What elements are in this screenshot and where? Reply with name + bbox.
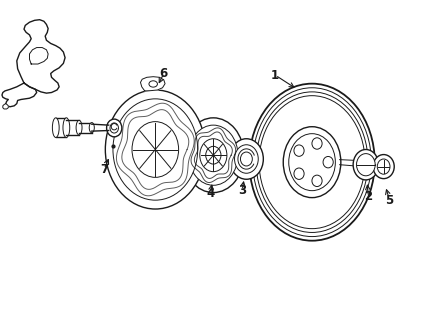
Ellipse shape [241, 152, 252, 166]
Ellipse shape [113, 99, 198, 200]
Ellipse shape [189, 125, 238, 185]
Circle shape [149, 81, 157, 87]
Text: 2: 2 [364, 190, 372, 204]
Polygon shape [79, 123, 92, 133]
Ellipse shape [89, 123, 94, 133]
Ellipse shape [377, 159, 390, 174]
Polygon shape [29, 48, 48, 64]
Polygon shape [56, 118, 66, 137]
Ellipse shape [259, 96, 365, 229]
Polygon shape [2, 83, 37, 107]
Polygon shape [141, 77, 165, 91]
Ellipse shape [110, 123, 119, 133]
Ellipse shape [235, 145, 258, 173]
Ellipse shape [105, 90, 205, 209]
Ellipse shape [183, 118, 244, 193]
Polygon shape [66, 121, 79, 135]
Ellipse shape [256, 92, 368, 232]
Ellipse shape [323, 156, 333, 168]
Ellipse shape [312, 175, 322, 187]
Ellipse shape [289, 134, 335, 191]
Ellipse shape [253, 88, 371, 237]
Text: 4: 4 [206, 187, 215, 200]
Text: 7: 7 [100, 162, 108, 176]
Text: 1: 1 [271, 69, 279, 82]
Text: 3: 3 [238, 184, 246, 197]
Ellipse shape [294, 168, 304, 179]
Ellipse shape [294, 145, 304, 156]
Ellipse shape [353, 149, 379, 180]
Ellipse shape [373, 155, 394, 179]
Ellipse shape [357, 154, 375, 176]
Text: 5: 5 [385, 194, 394, 207]
Ellipse shape [283, 127, 341, 197]
Text: 6: 6 [160, 67, 168, 80]
Ellipse shape [312, 138, 322, 149]
Ellipse shape [63, 118, 70, 137]
Ellipse shape [206, 146, 221, 164]
Ellipse shape [132, 122, 178, 177]
Ellipse shape [107, 119, 122, 137]
Polygon shape [3, 104, 8, 109]
Ellipse shape [52, 118, 59, 137]
Ellipse shape [76, 121, 82, 135]
Ellipse shape [200, 139, 227, 172]
Polygon shape [17, 20, 65, 93]
Ellipse shape [249, 84, 375, 241]
Ellipse shape [230, 139, 264, 179]
